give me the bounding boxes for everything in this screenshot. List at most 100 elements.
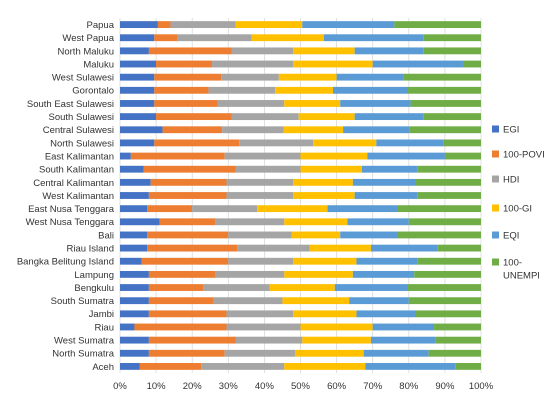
- bar-segment: [284, 218, 348, 226]
- category-label: North Sulawesi: [50, 138, 114, 149]
- bar-segment: [150, 178, 227, 186]
- bar-segment: [284, 270, 353, 278]
- bar-segment: [352, 270, 415, 278]
- category-label: West Nusa Tenggara: [26, 217, 115, 228]
- bar-segment: [120, 86, 155, 94]
- bar-segment: [435, 336, 481, 344]
- bar-segment: [120, 165, 144, 173]
- bar-segment: [414, 270, 481, 278]
- category-label: Central Sulawesi: [43, 125, 114, 136]
- bar-segment: [120, 113, 157, 121]
- bar-segment: [235, 165, 301, 173]
- bar-segment: [428, 349, 481, 357]
- bar-segment: [120, 244, 148, 252]
- bar-segment: [443, 139, 481, 147]
- bar-segment: [235, 336, 303, 344]
- x-tick-label: 20%: [183, 381, 203, 392]
- bar-segment: [269, 284, 335, 291]
- x-tick-label: 0%: [113, 381, 127, 392]
- category-label: West Sulawesi: [52, 73, 114, 84]
- bar-segment: [154, 86, 209, 94]
- bar-segment: [148, 336, 236, 344]
- legend-label: 100-GI: [503, 203, 532, 214]
- bar-segment: [120, 323, 135, 331]
- bar-segment: [226, 192, 294, 199]
- bar-segment: [372, 323, 435, 331]
- bar-segment: [293, 47, 355, 55]
- bar-segment: [278, 73, 337, 81]
- bar-segment: [192, 205, 258, 213]
- bar-segment: [423, 113, 481, 121]
- bar-segment: [215, 270, 285, 278]
- legend-swatch: [492, 125, 499, 133]
- bar-segment: [417, 257, 481, 265]
- x-tick-label: 30%: [219, 381, 239, 392]
- category-label: Bangka Belitung Island: [17, 257, 114, 268]
- legend-label: HDI: [503, 174, 519, 185]
- bar-segment: [228, 257, 294, 265]
- bar-segment: [423, 47, 481, 55]
- bar-segment: [147, 231, 229, 239]
- bar-segment: [120, 34, 155, 42]
- bar-segment: [154, 73, 222, 81]
- legend-swatch: [492, 231, 499, 239]
- category-label: Aceh: [92, 362, 114, 373]
- bar-segment: [356, 257, 418, 265]
- bar-segment: [406, 284, 481, 291]
- bar-segment: [403, 73, 481, 81]
- bar-segment: [293, 310, 357, 318]
- bar-segment: [120, 310, 149, 318]
- bar-segment: [120, 297, 149, 305]
- bar-segment: [148, 192, 227, 199]
- bar-segment: [120, 60, 157, 68]
- bar-segment: [462, 60, 481, 68]
- bar-segment: [282, 297, 350, 305]
- bar-segment: [120, 178, 151, 186]
- bar-segment: [370, 244, 438, 252]
- bar-segment: [120, 47, 149, 55]
- bar-segment: [251, 34, 324, 42]
- bar-segment: [302, 336, 371, 344]
- bar-segment: [148, 284, 204, 291]
- bar-segment: [154, 34, 178, 42]
- legend-swatch: [492, 150, 499, 158]
- bar-segment: [437, 244, 481, 252]
- bar-segment: [215, 218, 285, 226]
- bar-segment: [235, 21, 303, 28]
- bar-segment: [444, 152, 481, 160]
- category-label: East Nusa Tenggara: [28, 204, 115, 215]
- bar-segment: [147, 205, 193, 213]
- bar-segment: [130, 152, 225, 160]
- category-label: East Kalimantan: [45, 151, 114, 162]
- bar-segment: [349, 297, 409, 305]
- bar-segment: [177, 34, 252, 42]
- category-label: North Sumatra: [52, 349, 114, 360]
- bar-segment: [408, 297, 481, 305]
- bar-segment: [120, 139, 155, 147]
- bar-segment: [417, 192, 481, 199]
- bar-segment: [434, 323, 481, 331]
- category-label: Gorontalo: [72, 86, 114, 97]
- category-label: South Sumatra: [51, 296, 115, 307]
- bar-segment: [327, 205, 398, 213]
- bar-segment: [143, 165, 236, 173]
- bar-segment: [300, 152, 368, 160]
- bar-segment: [293, 192, 355, 199]
- bar-segment: [406, 86, 481, 94]
- bar-segment: [170, 21, 236, 28]
- bar-segment: [343, 126, 410, 134]
- bar-segment: [154, 139, 240, 147]
- bar-segment: [408, 218, 481, 226]
- bar-segment: [226, 323, 301, 331]
- bar-segment: [148, 310, 227, 318]
- bars: [120, 21, 481, 370]
- bar-segment: [300, 165, 362, 173]
- bar-segment: [283, 126, 344, 134]
- bar-segment: [352, 178, 417, 186]
- bar-segment: [159, 218, 216, 226]
- bar-segment: [293, 257, 357, 265]
- bar-segment: [284, 363, 366, 370]
- category-label: Maluku: [83, 59, 114, 70]
- bar-segment: [231, 113, 299, 121]
